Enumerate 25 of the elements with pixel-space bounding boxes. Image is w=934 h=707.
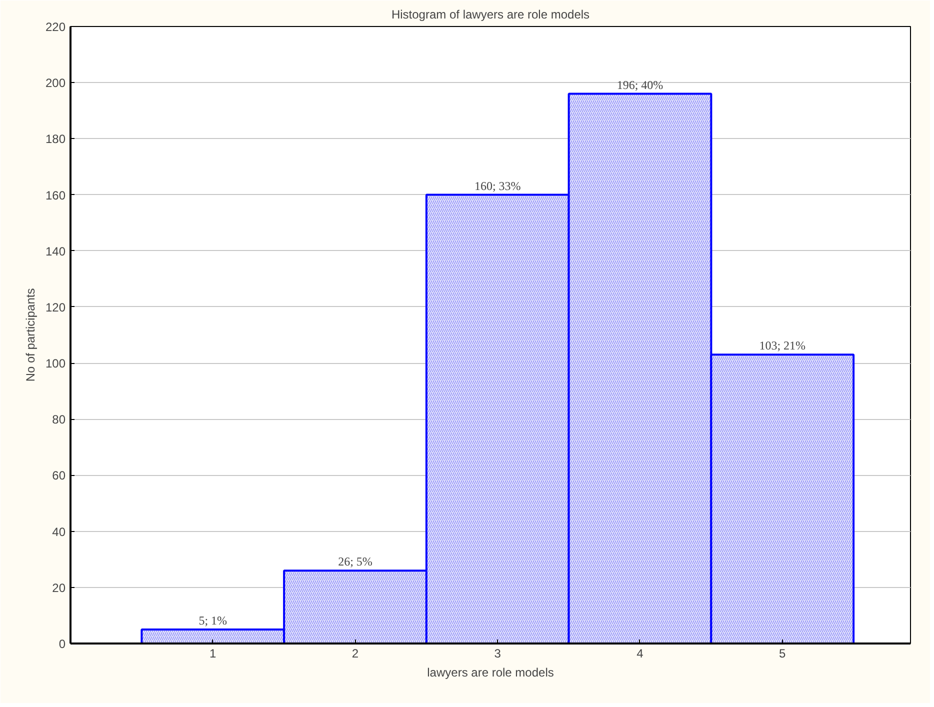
chart-title: Histogram of lawyers are role models bbox=[391, 8, 590, 22]
y-tick-label: 160 bbox=[45, 188, 66, 202]
y-tick-label: 180 bbox=[45, 132, 66, 146]
x-tick-label: 4 bbox=[636, 646, 644, 660]
x-axis-title: lawyers are role models bbox=[427, 666, 554, 680]
y-tick-label: 60 bbox=[52, 468, 66, 483]
data-label: 196; 40% bbox=[616, 78, 664, 92]
x-tick-label: 5 bbox=[779, 646, 786, 660]
y-tick-label: 40 bbox=[52, 524, 66, 539]
y-axis-title: No of participants bbox=[23, 288, 38, 382]
y-tick-label: 120 bbox=[45, 300, 66, 314]
y-tick-label: 20 bbox=[52, 580, 66, 595]
data-label: 103; 21% bbox=[759, 338, 806, 353]
y-tick-label: 140 bbox=[45, 244, 66, 258]
x-tick-label: 3 bbox=[494, 646, 502, 660]
y-tick-label: 100 bbox=[45, 356, 66, 371]
x-tick-label: 1 bbox=[210, 646, 217, 660]
y-tick-label: 220 bbox=[45, 20, 66, 34]
data-label: 160; 33% bbox=[474, 178, 521, 193]
y-tick-label: 80 bbox=[52, 412, 66, 427]
y-tick-label: 200 bbox=[45, 76, 66, 90]
y-tick-label: 0 bbox=[58, 637, 66, 651]
data-label: 26; 5% bbox=[338, 554, 372, 569]
data-label: 5; 1% bbox=[198, 613, 228, 628]
x-tick-label: 2 bbox=[352, 646, 359, 660]
